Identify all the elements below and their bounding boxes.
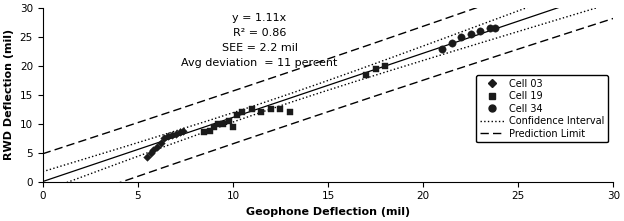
Point [224,119,234,123]
Point [475,30,485,33]
Point [171,132,181,136]
Point [155,142,165,145]
Point [146,151,156,154]
Point [237,110,247,114]
Text: y = 1.11x
R² = 0.86
SEE = 2.2 mil
Avg deviation  = 11 percent: y = 1.11x R² = 0.86 SEE = 2.2 mil Avg de… [182,13,338,68]
Point [247,108,257,111]
Point [175,131,185,134]
Point [232,113,241,117]
Point [159,136,169,140]
Legend: Cell 03, Cell 19, Cell 34, Confidence Interval, Prediction Limit: Cell 03, Cell 19, Cell 34, Confidence In… [476,75,608,143]
Point [256,110,266,114]
Point [167,133,177,137]
Y-axis label: RWD Deflection (mil): RWD Deflection (mil) [4,29,14,160]
Point [163,135,173,138]
Point [228,125,238,128]
X-axis label: Geophone Deflection (mil): Geophone Deflection (mil) [246,207,410,217]
Point [152,145,162,149]
Point [178,129,188,132]
Point [447,41,457,45]
Point [199,131,209,134]
Point [466,32,475,36]
Point [148,148,158,152]
Point [218,122,228,126]
Point [209,125,219,128]
Point [266,108,276,111]
Point [142,156,152,159]
Point [371,67,381,71]
Point [490,27,500,30]
Point [285,110,295,114]
Point [456,35,466,39]
Point [437,47,447,50]
Point [361,73,371,76]
Point [275,108,285,111]
Point [205,129,215,132]
Point [213,122,223,126]
Point [380,64,390,68]
Point [485,27,495,30]
